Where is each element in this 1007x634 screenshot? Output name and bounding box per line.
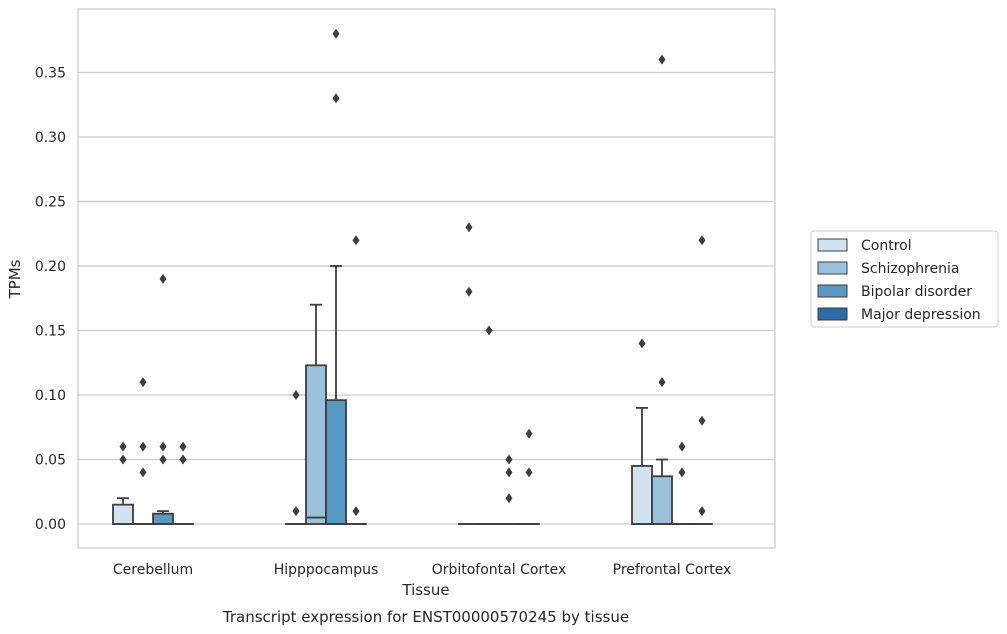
outlier-point (292, 390, 300, 400)
x-tick-label: Prefrontal Cortex (613, 562, 732, 578)
x-tick-label: Orbitofontal Cortex (432, 562, 567, 578)
box-control (112, 441, 134, 525)
y-tick-label: 0.00 (35, 517, 66, 533)
outlier-point (638, 338, 646, 349)
x-axis-title: Tissue (401, 581, 449, 599)
y-tick-label: 0.20 (35, 259, 66, 275)
outlier-point (505, 454, 513, 465)
box-bipolar-disorder (325, 28, 347, 525)
legend-label: Schizophrenia (861, 261, 959, 277)
box-schizophrenia (132, 377, 154, 525)
y-tick-labels: 0.00 0.05 0.10 0.15 0.20 0.25 0.30 0.35 (35, 66, 66, 534)
y-axis-title: TPMs (6, 259, 24, 299)
legend-swatch (817, 238, 848, 252)
legend-frame (810, 230, 999, 328)
legend: Control Schizophrenia Bipolar disorder Majo… (810, 230, 999, 328)
y-tick-label: 0.30 (35, 130, 66, 146)
legend-label: Bipolar disorder (861, 284, 972, 300)
outlier-point (139, 441, 147, 452)
box-schizophrenia (478, 325, 500, 525)
outlier-point (159, 441, 167, 452)
y-tick-label: 0.35 (35, 66, 66, 82)
y-tick-label: 0.05 (35, 453, 66, 469)
outlier-point (505, 467, 513, 478)
outlier-point (159, 273, 167, 284)
box-major-depression (345, 235, 367, 525)
outlier-point (292, 506, 300, 517)
box-major-depression (691, 235, 713, 525)
boxes-layer (112, 28, 713, 525)
box-body (112, 503, 134, 525)
legend-swatch (817, 307, 848, 321)
outlier-point (332, 28, 340, 39)
outlier-point (698, 415, 706, 426)
y-tick-label: 0.10 (35, 388, 66, 404)
outlier-point (352, 506, 360, 517)
box-bipolar-disorder (671, 441, 693, 525)
outlier-point (698, 506, 706, 517)
box-control (631, 338, 653, 525)
box-major-depression (172, 441, 194, 525)
outlier-point (119, 454, 127, 465)
outlier-point (658, 377, 666, 388)
outlier-point (525, 428, 533, 439)
outlier-point (678, 467, 686, 478)
box-bipolar-disorder (152, 273, 174, 525)
outlier-point (119, 441, 127, 452)
legend-label: Control (861, 238, 912, 254)
outlier-point (139, 467, 147, 478)
x-tick-labels: Cerebellum Hipppocampus Orbitofontal Corte… (113, 562, 731, 578)
box-major-depression (518, 428, 540, 525)
outlier-point (465, 286, 473, 297)
x-tick-label: Hipppocampus (274, 562, 379, 578)
legend-label: Major depression (861, 307, 981, 323)
outlier-point (179, 454, 187, 465)
box-body (631, 465, 653, 525)
outlier-point (485, 325, 493, 336)
outlier-point (332, 93, 340, 104)
y-tick-label: 0.25 (35, 195, 66, 211)
outlier-point (698, 235, 706, 246)
gridlines (78, 71, 775, 525)
outlier-point (505, 493, 513, 504)
box-control (285, 390, 307, 525)
plot-frame (77, 8, 776, 549)
outlier-point (465, 222, 473, 233)
legend-swatch (817, 284, 848, 298)
x-tick-label: Cerebellum (113, 562, 193, 578)
box-body (305, 364, 327, 525)
box-body (651, 475, 673, 525)
box-schizophrenia (651, 54, 673, 525)
outlier-point (658, 54, 666, 65)
outlier-point (139, 377, 147, 388)
outlier-point (525, 467, 533, 478)
outlier-point (159, 454, 167, 465)
y-tick-label: 0.15 (35, 324, 66, 340)
outlier-point (179, 441, 187, 452)
box-bipolar-disorder (498, 454, 520, 525)
box-body (325, 399, 347, 525)
outlier-point (678, 441, 686, 452)
box-control (458, 222, 480, 525)
box-body (152, 512, 174, 525)
box-schizophrenia (305, 303, 327, 525)
legend-swatch (817, 261, 848, 275)
outlier-point (352, 235, 360, 246)
chart-caption: Transcript expression for ENST0000057024… (222, 608, 629, 626)
